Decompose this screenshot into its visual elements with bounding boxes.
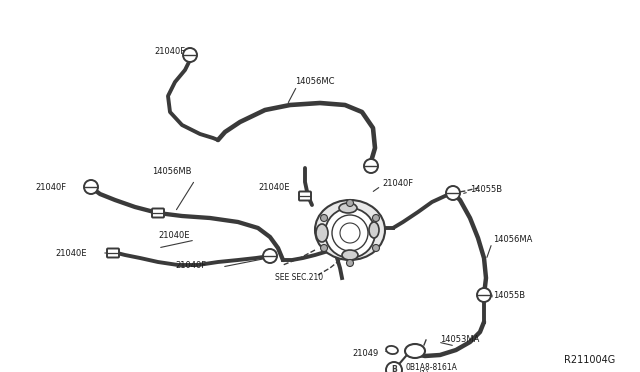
Circle shape: [263, 249, 277, 263]
Text: 14056MB: 14056MB: [152, 167, 191, 176]
FancyBboxPatch shape: [152, 208, 164, 218]
Ellipse shape: [316, 224, 328, 242]
Text: 21040E: 21040E: [158, 231, 189, 240]
Text: 14053MA: 14053MA: [440, 336, 479, 344]
FancyBboxPatch shape: [299, 192, 311, 201]
Circle shape: [321, 215, 328, 221]
Text: 21049: 21049: [352, 350, 378, 359]
Text: 0B1A8-8161A: 0B1A8-8161A: [405, 362, 457, 372]
Ellipse shape: [315, 200, 385, 260]
Circle shape: [372, 244, 380, 251]
Text: 21040F: 21040F: [382, 179, 413, 187]
Text: 21040F: 21040F: [154, 48, 185, 57]
Text: 14056MC: 14056MC: [295, 77, 335, 87]
Circle shape: [321, 244, 328, 251]
FancyBboxPatch shape: [107, 248, 119, 257]
Ellipse shape: [405, 344, 425, 358]
Circle shape: [446, 186, 460, 200]
Text: (1): (1): [418, 369, 429, 372]
Circle shape: [386, 362, 402, 372]
Circle shape: [346, 260, 353, 266]
Ellipse shape: [342, 250, 358, 260]
Circle shape: [183, 48, 197, 62]
Circle shape: [346, 199, 353, 206]
Text: SEE SEC.210: SEE SEC.210: [275, 273, 323, 282]
Text: 14056MA: 14056MA: [493, 235, 532, 244]
Ellipse shape: [339, 203, 357, 213]
Text: 21040F: 21040F: [175, 260, 206, 269]
Text: 21040E: 21040E: [55, 248, 86, 257]
Circle shape: [372, 215, 380, 221]
Text: 14055B: 14055B: [470, 186, 502, 195]
Text: 21040F: 21040F: [35, 183, 66, 192]
Circle shape: [364, 159, 378, 173]
Ellipse shape: [369, 222, 379, 238]
Text: 14055B: 14055B: [493, 291, 525, 299]
Text: 21040E: 21040E: [258, 183, 289, 192]
Circle shape: [84, 180, 98, 194]
Text: B: B: [391, 366, 397, 372]
Text: R211004G: R211004G: [564, 355, 616, 365]
Ellipse shape: [386, 346, 398, 354]
Circle shape: [477, 288, 491, 302]
Circle shape: [325, 208, 375, 258]
